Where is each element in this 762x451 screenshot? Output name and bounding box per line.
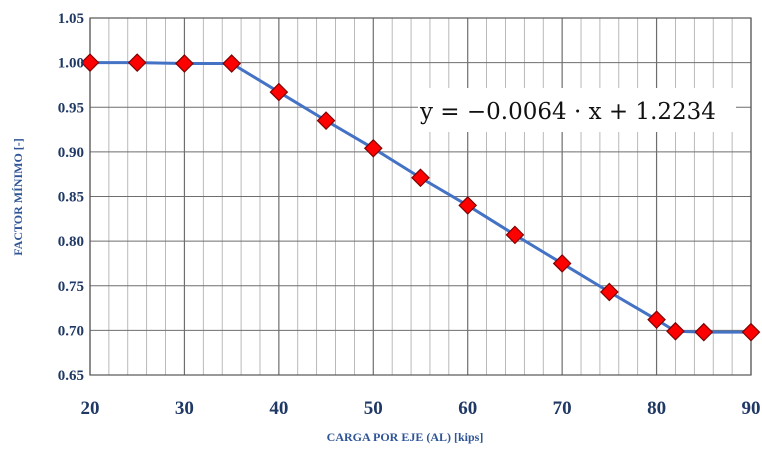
data-point-marker bbox=[411, 168, 430, 188]
data-point-marker bbox=[316, 111, 336, 130]
y-axis-title: FACTOR MÍNIMO [-] bbox=[11, 138, 25, 256]
data-point-marker bbox=[175, 54, 194, 73]
data-point-marker bbox=[458, 196, 478, 215]
data-point-marker bbox=[666, 321, 685, 341]
data-point-marker bbox=[505, 225, 525, 245]
y-tick-label: 0.80 bbox=[58, 234, 84, 250]
y-tick-label: 0.75 bbox=[58, 279, 84, 295]
equation-background bbox=[418, 88, 736, 132]
tick-labels: 0.65 0.70 0.75 0.80 0.85 0.90 0.95 1.00 1.05 20 30… bbox=[58, 11, 761, 419]
data-point-marker bbox=[222, 54, 241, 73]
x-tick-label: 50 bbox=[364, 398, 383, 419]
y-tick-label: 0.90 bbox=[58, 145, 84, 161]
y-tick-label: 1.00 bbox=[58, 56, 84, 72]
y-tick-label: 0.65 bbox=[58, 368, 84, 384]
series-line-group bbox=[90, 61, 751, 334]
data-point-marker bbox=[269, 82, 289, 102]
data-point-marker bbox=[741, 322, 761, 342]
plot-area-border bbox=[89, 17, 752, 376]
data-point-marker bbox=[80, 53, 100, 72]
x-tick-label: 40 bbox=[269, 398, 288, 419]
x-tick-label: 80 bbox=[647, 398, 666, 419]
data-point-marker bbox=[647, 310, 666, 330]
y-tick-label: 0.85 bbox=[58, 190, 84, 206]
x-tick-label: 60 bbox=[458, 398, 477, 419]
data-point-marker bbox=[552, 254, 572, 273]
y-tick-label: 0.95 bbox=[58, 100, 84, 116]
data-point-marker bbox=[600, 282, 619, 302]
grid bbox=[89, 17, 752, 376]
data-point-marker bbox=[127, 53, 147, 72]
x-tick-label: 30 bbox=[175, 398, 194, 419]
data-markers bbox=[80, 53, 761, 342]
y-tick-label: 0.70 bbox=[58, 323, 84, 339]
data-point-marker bbox=[363, 138, 383, 158]
y-tick-label: 1.05 bbox=[58, 11, 84, 27]
trendline-equation: y = −0.0064 · x + 1.2234 bbox=[419, 99, 716, 125]
series-line bbox=[90, 61, 751, 334]
x-axis-title: CARGA POR EJE (AL) [kips] bbox=[327, 430, 484, 444]
x-tick-label: 20 bbox=[81, 398, 100, 419]
x-tick-label: 90 bbox=[742, 398, 761, 419]
data-point-marker bbox=[694, 322, 714, 342]
x-tick-label: 70 bbox=[553, 398, 572, 419]
